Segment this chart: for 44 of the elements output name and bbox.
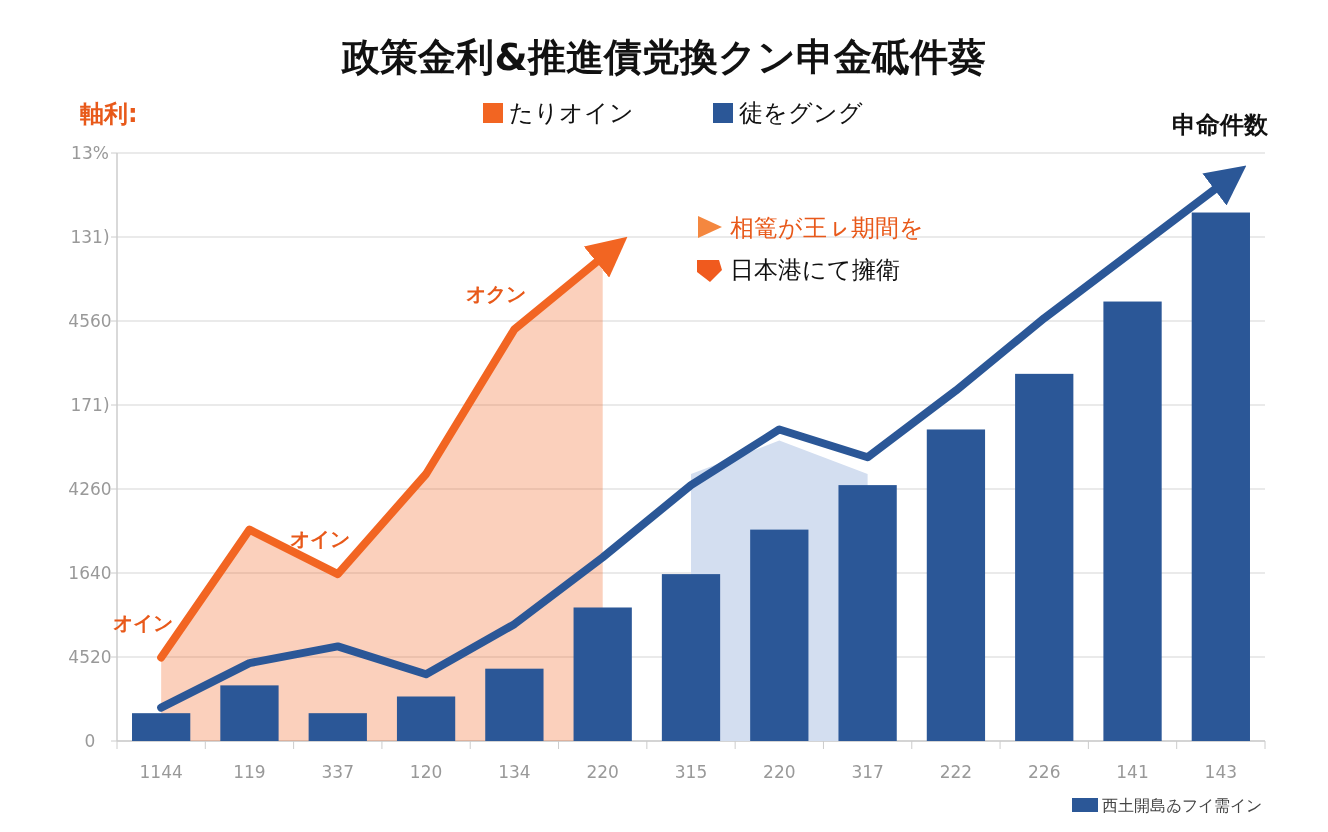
annotation: オイン <box>289 527 350 552</box>
y-axis-title: 軸利: <box>80 100 138 128</box>
text: 4560 <box>68 311 112 331</box>
bar <box>1191 212 1250 741</box>
text: 1640 <box>68 563 112 583</box>
bar <box>1015 373 1074 741</box>
x-tick-label: 1144 <box>139 762 183 782</box>
x-tick-label: 220 <box>586 762 619 782</box>
text: 13% <box>71 143 109 163</box>
bar <box>573 607 632 741</box>
chart-title: 政策金利&推進債党換クン申金砥件葵 <box>341 35 986 79</box>
bar <box>485 668 544 741</box>
x-tick-label: 120 <box>409 762 443 782</box>
annotation: 日本港にて擁衛 <box>730 256 900 284</box>
annotation: オイン <box>113 610 174 635</box>
bar <box>661 574 721 741</box>
bar <box>396 696 456 741</box>
bar <box>838 485 897 741</box>
legend-label: 西土開島ゐフイ需イン <box>1102 796 1262 815</box>
bar <box>926 429 986 741</box>
text: 171) <box>70 395 110 415</box>
x-tick-label: 317 <box>851 762 884 782</box>
bar <box>308 713 367 741</box>
text: 131) <box>70 227 110 247</box>
x-tick-label: 315 <box>674 762 708 782</box>
annotation: オクン <box>466 282 527 307</box>
x-tick-label: 220 <box>763 762 796 782</box>
x-tick-label: 222 <box>939 762 973 782</box>
bar <box>750 529 809 741</box>
x-tick-label: 134 <box>498 762 531 782</box>
bar <box>1103 301 1162 741</box>
legend-label: 徒をグング <box>739 99 863 127</box>
bar <box>220 685 279 741</box>
x-tick-label: 143 <box>1204 762 1238 782</box>
text: 0 <box>84 731 96 751</box>
x-tick-label: 337 <box>321 762 354 782</box>
x-tick-label: 119 <box>233 762 266 782</box>
x-tick-label: 141 <box>1116 762 1149 782</box>
y2-axis-title: 申命件数 <box>1172 111 1269 139</box>
text: 4260 <box>68 479 112 499</box>
annotation: 相篭が王ㇾ期間を <box>730 214 924 242</box>
x-tick-label: 226 <box>1028 762 1061 782</box>
text: 4520 <box>68 647 112 667</box>
legend-label: たりオイン <box>509 99 634 127</box>
